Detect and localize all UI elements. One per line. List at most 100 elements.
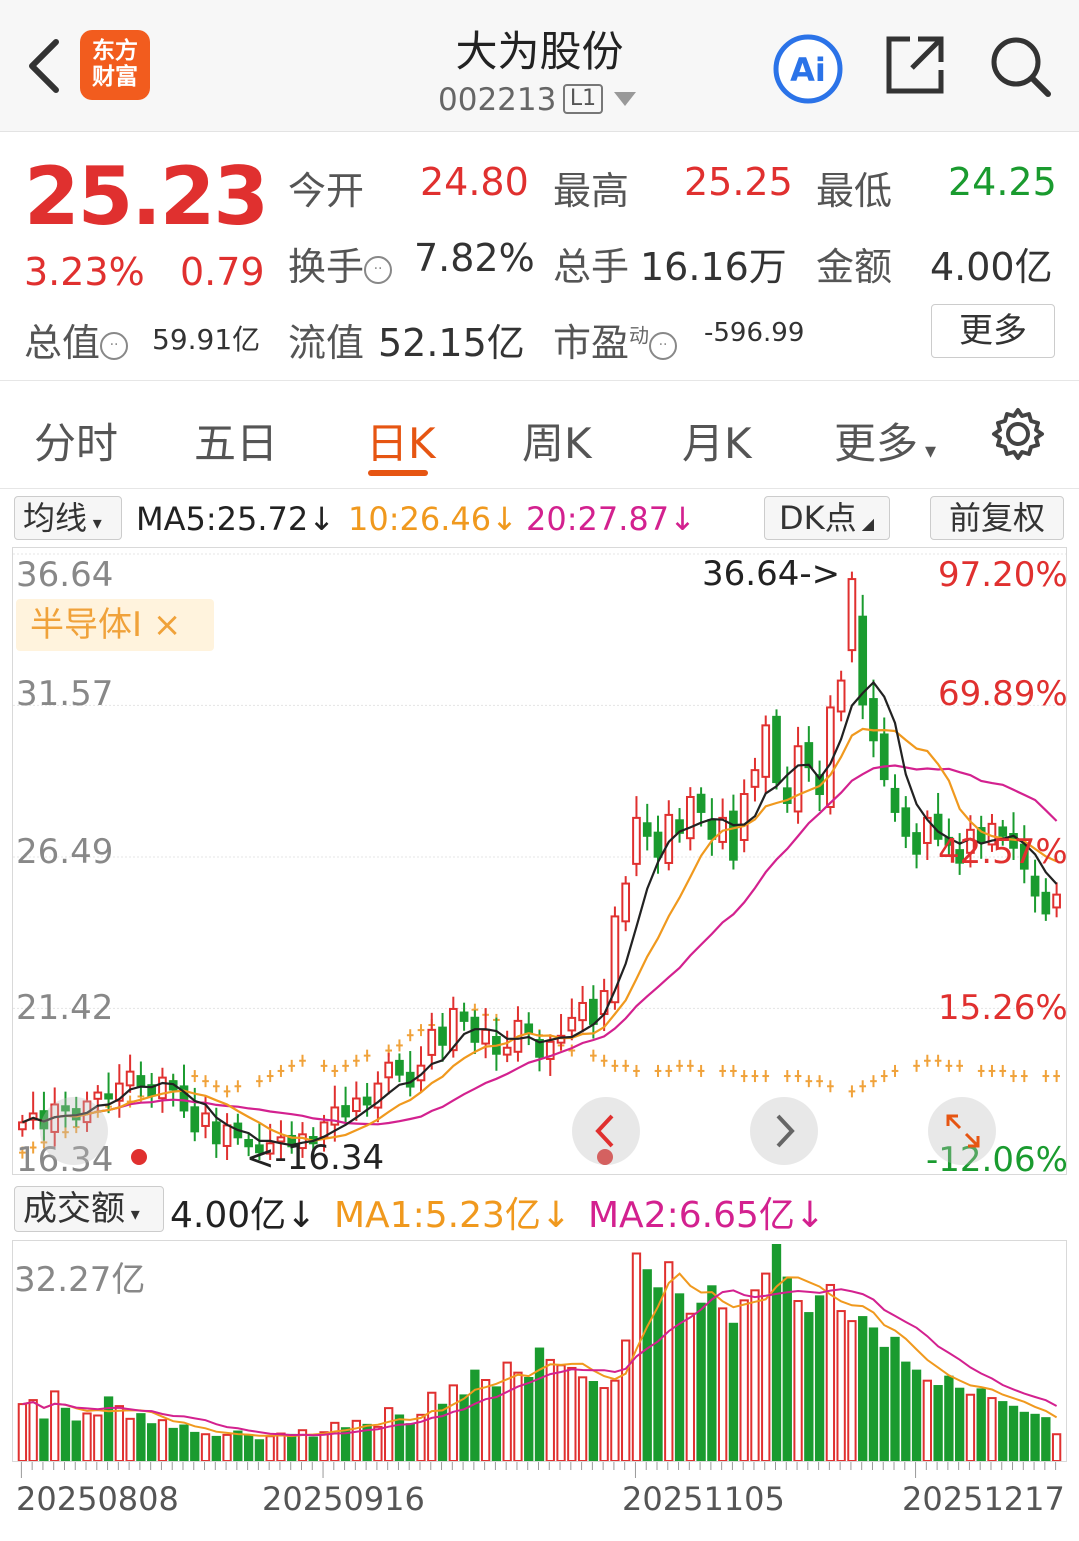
candle — [858, 615, 868, 706]
candle — [125, 1070, 135, 1087]
signal-dot — [131, 1149, 147, 1165]
volume-bar — [125, 1417, 135, 1462]
candle — [567, 1016, 577, 1032]
candle — [912, 832, 921, 855]
volume-bar — [1041, 1417, 1051, 1463]
volume-bar — [696, 1302, 706, 1463]
kline-chart[interactable] — [12, 547, 1067, 1175]
tab-five-day[interactable]: 五日 — [194, 419, 279, 468]
float-label: 流值 — [288, 321, 365, 365]
mktcap-value: 59.91亿 — [152, 323, 261, 356]
candle — [772, 715, 781, 784]
ma-selector[interactable]: 均线 ▾ — [14, 496, 122, 540]
pe-value: -596.99 — [704, 318, 805, 348]
candle — [729, 810, 738, 861]
y-axis-label: 21.42 — [16, 988, 114, 1028]
volume-bar — [233, 1430, 243, 1462]
date-label: 20250916 — [262, 1480, 425, 1518]
candle — [330, 1106, 340, 1126]
candle — [190, 1106, 200, 1133]
tab-monthly-k[interactable]: 月K — [682, 419, 752, 468]
tab-more[interactable]: 更多 ▾ — [834, 419, 937, 468]
prev-button[interactable] — [572, 1097, 640, 1165]
candle — [211, 1121, 221, 1145]
candle — [244, 1138, 253, 1148]
candle — [998, 826, 1008, 837]
volume-bar — [82, 1412, 92, 1462]
volume-bar — [1019, 1411, 1029, 1462]
candle — [438, 1026, 447, 1046]
share-icon[interactable] — [884, 34, 946, 96]
adjust-button[interactable]: 前复权 — [930, 496, 1064, 540]
volume-bar — [28, 1399, 38, 1463]
change-amount: 0.79 — [180, 250, 265, 294]
volume-bar — [599, 1387, 609, 1462]
chevron-right-icon — [776, 1114, 795, 1148]
back-icon[interactable] — [24, 38, 64, 94]
candle — [707, 818, 717, 840]
volume-selector[interactable]: 成交额 ▾ — [14, 1186, 164, 1232]
volume-bar — [1051, 1433, 1062, 1462]
volume-bar — [427, 1391, 437, 1462]
scroll-left-button[interactable] — [40, 1097, 108, 1165]
candle — [879, 733, 889, 781]
volume-bar — [448, 1384, 458, 1463]
volume-bar — [965, 1393, 976, 1462]
y-axis-label: 31.57 — [16, 674, 114, 714]
volume-bar — [17, 1403, 28, 1463]
sector-tag[interactable]: 半导体Ⅰ × — [16, 599, 214, 651]
tab-daily-k[interactable]: 日K — [366, 419, 436, 468]
ai-icon[interactable]: Ai — [772, 33, 844, 105]
volume-bar — [114, 1405, 125, 1463]
tab-weekly-k[interactable]: 周K — [522, 419, 592, 468]
candle — [28, 1112, 38, 1121]
fullscreen-button[interactable] — [928, 1097, 996, 1165]
candle — [395, 1059, 404, 1076]
date-label: 20251105 — [622, 1480, 785, 1518]
svg-text:Ai: Ai — [790, 51, 826, 89]
tab-intraday[interactable]: 分时 — [34, 419, 119, 468]
volume-ma2-line — [22, 1288, 1058, 1437]
candle — [362, 1096, 372, 1106]
volume-bar — [373, 1425, 383, 1463]
candle — [976, 827, 986, 843]
y-axis-label: 36.64 — [16, 555, 114, 595]
candle — [535, 1038, 544, 1058]
volume-bar — [728, 1322, 739, 1462]
next-button[interactable] — [750, 1097, 818, 1165]
candle — [287, 1134, 297, 1148]
candle — [115, 1082, 124, 1102]
volume-ma2: MA2:6.65亿↓ — [588, 1195, 826, 1236]
volume-chart[interactable] — [12, 1240, 1067, 1463]
level-badge[interactable]: L1 — [563, 84, 603, 114]
candle — [750, 769, 760, 788]
volume-bar — [319, 1431, 329, 1462]
eastmoney-logo: 东方财富 — [80, 30, 150, 100]
high-value: 25.25 — [684, 160, 793, 204]
volume-bar — [814, 1295, 825, 1462]
chevron-down-icon[interactable] — [614, 92, 636, 106]
candle — [685, 795, 695, 840]
more-button[interactable]: 更多 — [931, 304, 1055, 358]
pct-axis-label: 15.26% — [938, 988, 1068, 1028]
volume-bar — [437, 1403, 448, 1462]
candle — [1041, 891, 1051, 915]
candle — [836, 679, 846, 713]
volume-bar — [847, 1320, 857, 1462]
pe-label: 市盈动 ·· — [553, 312, 678, 367]
volume-bar — [534, 1347, 545, 1462]
info-icon[interactable]: ·· — [649, 331, 678, 360]
gear-icon[interactable] — [990, 406, 1046, 462]
volume-bar — [998, 1401, 1008, 1463]
search-icon[interactable] — [988, 34, 1052, 98]
open-value: 24.80 — [420, 160, 529, 204]
info-icon[interactable]: ·· — [364, 255, 393, 284]
ma10-value: 10:26.46↓ — [348, 500, 518, 538]
float-value: 52.15亿 — [378, 321, 525, 365]
info-icon[interactable]: ·· — [100, 331, 129, 360]
volume-bar — [222, 1433, 232, 1463]
candle — [545, 1040, 555, 1060]
volume-bar — [717, 1307, 728, 1462]
dk-point-button[interactable]: DK点 ◢ — [764, 496, 890, 540]
volume-label: 总手 — [553, 245, 630, 289]
